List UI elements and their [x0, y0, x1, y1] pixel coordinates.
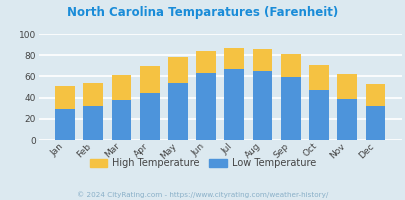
Bar [309, 65, 328, 90]
Text: North Carolina Temparatures (Farenheit): North Carolina Temparatures (Farenheit) [67, 6, 338, 19]
Bar [365, 106, 384, 140]
Text: © 2024 CityRating.com - https://www.cityrating.com/weather-history/: © 2024 CityRating.com - https://www.city… [77, 191, 328, 198]
Bar [55, 109, 75, 140]
Bar [196, 51, 215, 73]
Bar [139, 93, 159, 140]
Bar [83, 83, 103, 106]
Bar [168, 57, 188, 83]
Bar [252, 49, 272, 71]
Bar [196, 73, 215, 140]
Bar [280, 54, 300, 77]
Bar [337, 74, 356, 99]
Bar [224, 69, 244, 140]
Bar [337, 99, 356, 140]
Bar [365, 84, 384, 106]
Bar [111, 75, 131, 100]
Bar [83, 106, 103, 140]
Bar [280, 77, 300, 140]
Bar [139, 66, 159, 93]
Bar [309, 90, 328, 140]
Bar [55, 86, 75, 109]
Bar [224, 48, 244, 69]
Legend: High Temperature, Low Temperature: High Temperature, Low Temperature [86, 154, 319, 172]
Bar [111, 100, 131, 140]
Bar [168, 83, 188, 140]
Bar [252, 71, 272, 140]
